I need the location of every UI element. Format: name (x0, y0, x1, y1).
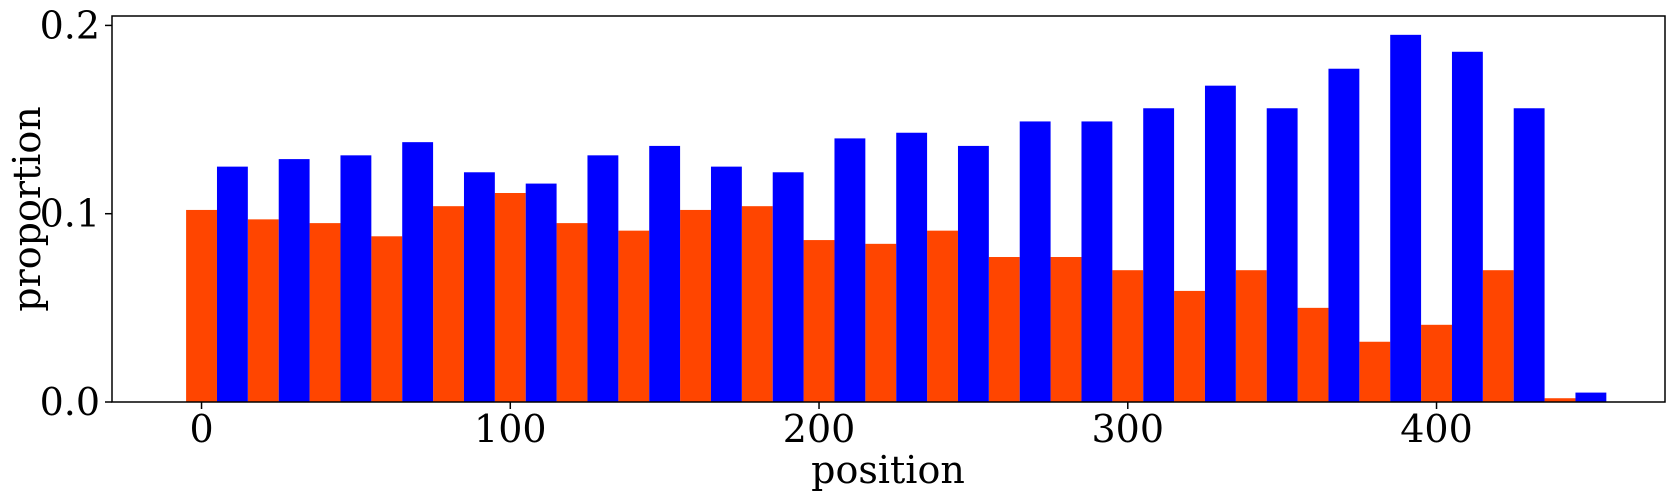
series-orange-bar-7 (618, 230, 650, 402)
series-blue-bar-0 (216, 166, 248, 402)
series-orange-bar-10 (803, 240, 835, 402)
series-blue-bar-19 (1390, 34, 1422, 402)
y-axis-ticks: 0.0 0.1 0.2 (40, 3, 112, 424)
series-orange-bar-6 (556, 223, 588, 402)
x-axis-title: position (811, 448, 965, 492)
series-orange-bar-21 (1482, 270, 1514, 402)
series-blue-bar-1 (278, 159, 310, 402)
series-orange-bar-9 (741, 206, 773, 402)
x-axis-ticks: 0 100 200 300 400 (189, 402, 1473, 451)
series-orange-bar-12 (927, 230, 958, 402)
plot-area-frame (111, 15, 1666, 403)
series-orange-bar-0 (186, 209, 217, 402)
series-blue-bar-15 (1143, 108, 1175, 402)
series-blue-bar-6 (587, 155, 619, 402)
series-blue-bar-16 (1204, 85, 1236, 403)
series-blue-bar-11 (896, 132, 928, 403)
series-orange-bar-8 (680, 209, 711, 402)
x-tick-label: 200 (783, 407, 856, 451)
series-blue-bar-14 (1081, 121, 1113, 402)
x-tick-label: 100 (474, 407, 547, 451)
series-orange-bar-14 (1050, 257, 1082, 402)
series-blue-bar-21 (1513, 108, 1545, 402)
series-orange-bar-16 (1174, 290, 1205, 402)
x-tick-label: 400 (1400, 407, 1473, 451)
series-orange-bar-3 (371, 236, 403, 402)
series-orange-bar-13 (988, 257, 1020, 402)
series-blue-bar-12 (957, 145, 989, 403)
series-orange-bar-5 (494, 193, 526, 402)
series-orange-bar-11 (865, 243, 897, 402)
x-tick-label: 0 (189, 407, 213, 451)
bars-layer (186, 34, 1607, 403)
series-blue-bar-2 (340, 155, 372, 402)
series-blue-bar-10 (834, 138, 866, 402)
series-blue-bar-17 (1266, 108, 1298, 402)
series-orange-bar-20 (1421, 324, 1452, 402)
series-orange-bar-22 (1544, 398, 1576, 402)
series-blue-bar-8 (710, 166, 742, 402)
y-tick-label: 0.2 (40, 3, 100, 47)
series-orange-bar-17 (1235, 270, 1267, 402)
series-orange-bar-19 (1359, 341, 1391, 402)
series-orange-bar-2 (309, 223, 341, 402)
x-tick-label: 300 (1092, 407, 1165, 451)
series-blue-bar-3 (402, 142, 434, 402)
series-blue-bar-5 (525, 183, 557, 402)
y-tick-label: 0.0 (40, 380, 100, 424)
series-blue-bar-9 (772, 172, 804, 402)
y-axis-title: proportion (5, 106, 49, 312)
series-blue-bar-7 (649, 145, 681, 403)
series-blue-bar-4 (463, 172, 495, 402)
series-orange-bar-15 (1112, 270, 1144, 402)
series-blue-bar-22 (1575, 392, 1607, 402)
series-blue-bar-20 (1451, 51, 1483, 402)
series-orange-bar-1 (247, 219, 279, 402)
series-orange-bar-4 (433, 206, 464, 402)
series-blue-bar-13 (1019, 121, 1051, 402)
y-tick-label: 0.1 (40, 192, 100, 236)
series-orange-bar-18 (1297, 307, 1329, 402)
series-blue-bar-18 (1328, 68, 1360, 402)
